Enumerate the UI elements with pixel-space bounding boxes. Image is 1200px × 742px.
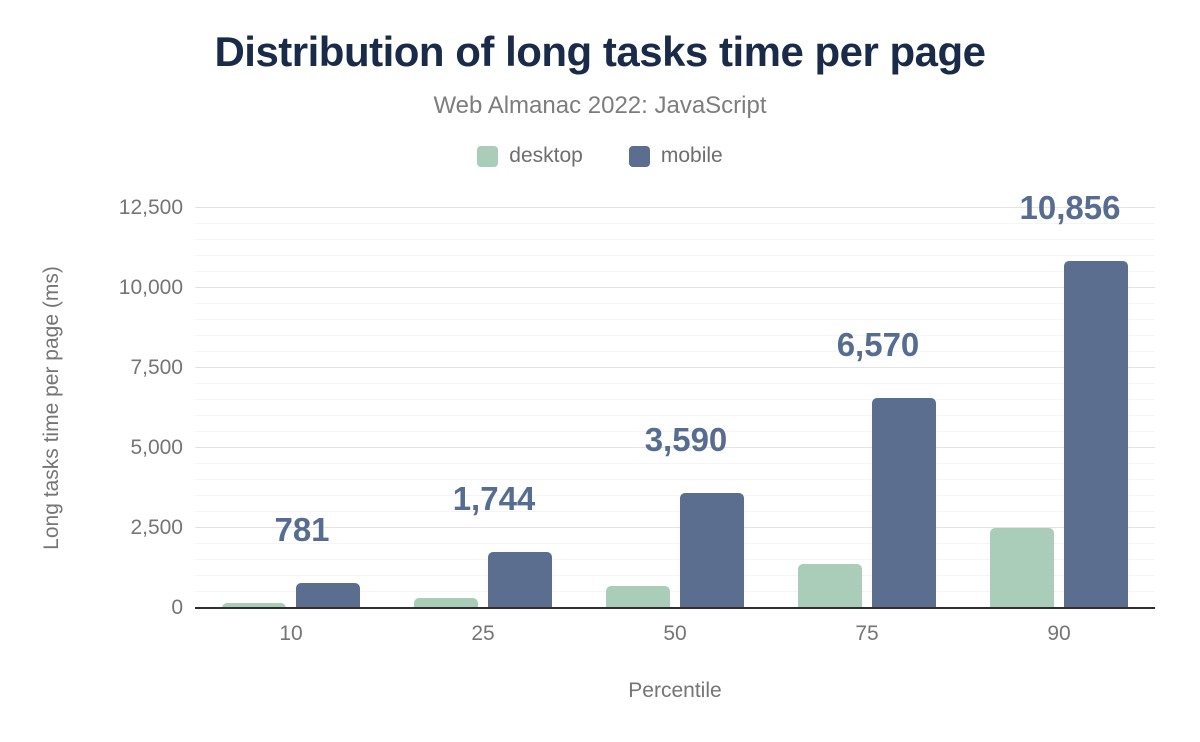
bar-desktop [798, 564, 862, 608]
gridline-minor [195, 479, 1155, 480]
plot-area: 781 1,744 3,590 6,570 10,856 [195, 189, 1155, 609]
legend-item-desktop: desktop [477, 144, 583, 168]
bar-value-label: 6,570 [836, 325, 920, 363]
gridline-minor [195, 575, 1155, 576]
bar-group: 3,590 [579, 208, 771, 608]
bar-mobile [1064, 260, 1128, 608]
mobile-swatch-icon [628, 145, 650, 167]
bar-value-label: 781 [274, 511, 330, 549]
bar-group: 10,856 [963, 189, 1155, 608]
y-tick-label: 2,500 [130, 516, 183, 539]
gridline-minor [195, 415, 1155, 416]
bar-value-label: 1,744 [452, 480, 536, 518]
gridline-minor [195, 495, 1155, 496]
bar-group: 781 [195, 208, 387, 608]
chart-subtitle: Web Almanac 2022: JavaScript [433, 92, 767, 119]
x-tick-label: 25 [471, 622, 495, 645]
bar-value-label: 3,590 [644, 421, 728, 459]
bar-desktop [606, 585, 670, 608]
gridline-minor [195, 239, 1155, 240]
x-axis-tick-labels: 10 25 50 75 90 [195, 622, 1155, 646]
gridline-minor [195, 511, 1155, 512]
gridline-minor [195, 591, 1155, 592]
gridline-minor [195, 543, 1155, 544]
bar-desktop [414, 598, 478, 608]
gridline-minor [195, 431, 1155, 432]
y-tick-label: 12,500 [118, 196, 183, 219]
gridline-minor [195, 271, 1155, 272]
gridline-major [195, 367, 1155, 368]
bar-desktop [990, 528, 1054, 608]
gridline-minor [195, 223, 1155, 224]
gridline-minor [195, 335, 1155, 336]
gridline-minor [195, 255, 1155, 256]
bars-row [798, 397, 936, 608]
gridline-minor [195, 351, 1155, 352]
bar-desktop [222, 603, 286, 608]
x-tick-label: 10 [279, 622, 303, 645]
gridline-minor [195, 319, 1155, 320]
bar-mobile [296, 583, 360, 608]
bar-mobile [680, 493, 744, 608]
x-axis-title: Percentile [628, 679, 722, 702]
y-axis-tick-labels: 0 2,500 5,000 7,500 10,000 12,500 [0, 196, 183, 619]
gridline-minor [195, 399, 1155, 400]
bar-group: 6,570 [771, 208, 963, 608]
gridline-major [195, 207, 1155, 208]
y-tick-label: 5,000 [130, 436, 183, 459]
bars-row [606, 493, 744, 608]
chart-title: Distribution of long tasks time per page [214, 28, 986, 75]
bar-mobile [872, 397, 936, 608]
x-tick-label: 50 [663, 622, 687, 645]
gridline-minor [195, 303, 1155, 304]
gridline-minor [195, 559, 1155, 560]
bar-groups: 781 1,744 3,590 6,570 10,856 [195, 189, 1155, 608]
legend-label-desktop: desktop [509, 144, 583, 167]
gridline-major [195, 527, 1155, 528]
gridline-minor [195, 463, 1155, 464]
x-tick-label: 90 [1047, 622, 1071, 645]
bar-group: 1,744 [387, 208, 579, 608]
legend: desktop mobile [0, 144, 1200, 168]
bars-row [222, 583, 360, 608]
legend-label-mobile: mobile [660, 144, 723, 167]
y-tick-label: 10,000 [118, 276, 183, 299]
gridline-major [195, 287, 1155, 288]
bar-mobile [488, 552, 552, 608]
bars-row [414, 552, 552, 608]
y-tick-label: 7,500 [130, 356, 183, 379]
x-axis-line [195, 606, 1155, 609]
bars-row [990, 260, 1128, 608]
x-tick-label: 75 [855, 622, 879, 645]
gridline-minor [195, 383, 1155, 384]
legend-item-mobile: mobile [628, 144, 723, 168]
gridline-major [195, 447, 1155, 448]
bar-value-label: 10,856 [1019, 188, 1121, 226]
y-tick-label: 0 [171, 596, 183, 619]
desktop-swatch-icon [477, 145, 499, 167]
